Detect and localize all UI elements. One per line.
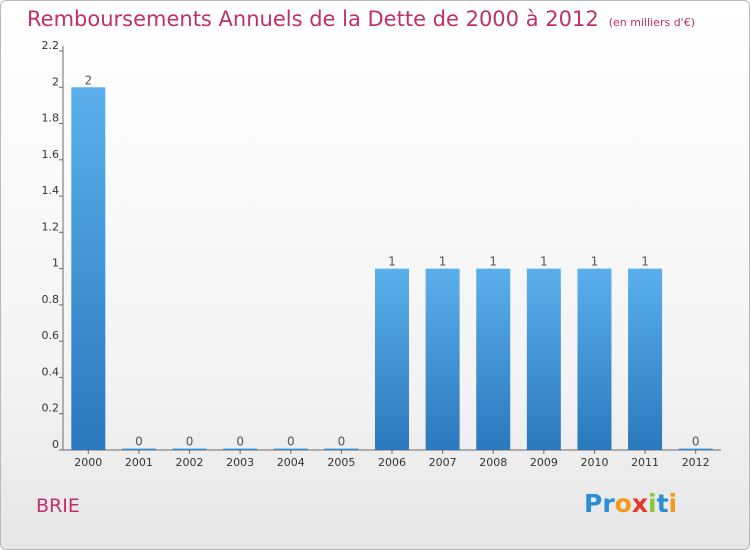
x-tick-label-2009: 2009 bbox=[530, 456, 558, 469]
y-tick-label: 1 bbox=[52, 257, 59, 270]
bar-2011 bbox=[628, 268, 663, 450]
data-label-2004: 0 bbox=[287, 435, 295, 449]
bar-2001 bbox=[121, 448, 156, 450]
data-label-2010: 1 bbox=[591, 255, 599, 269]
commune-name: BRIE bbox=[36, 495, 80, 517]
y-tick-label: 0 bbox=[52, 438, 59, 451]
data-label-2012: 0 bbox=[692, 435, 700, 449]
y-tick-label: 1.8 bbox=[42, 112, 60, 125]
x-tick-label-2000: 2000 bbox=[74, 456, 102, 469]
y-tick-label: 0.8 bbox=[42, 293, 60, 306]
bar-2006 bbox=[375, 268, 409, 450]
y-tick-label: 0.6 bbox=[42, 329, 60, 342]
logo-letter: x bbox=[631, 489, 648, 518]
x-tick-label-2001: 2001 bbox=[125, 456, 153, 469]
bar-2004 bbox=[273, 448, 308, 450]
y-tick-label: 1.4 bbox=[42, 184, 60, 197]
x-tick-label-2008: 2008 bbox=[479, 456, 507, 469]
x-tick-label-2010: 2010 bbox=[580, 456, 608, 469]
y-tick-label: 2.2 bbox=[42, 39, 60, 52]
chart-bars bbox=[71, 87, 713, 450]
data-label-2008: 1 bbox=[489, 255, 497, 269]
logo-letter: o bbox=[614, 489, 632, 518]
data-label-2003: 0 bbox=[236, 435, 244, 449]
y-tick-label: 1.2 bbox=[42, 220, 60, 233]
y-tick-label: 2 bbox=[52, 75, 59, 88]
chart-unit: (en milliers d'€) bbox=[608, 16, 695, 29]
chart-title-text: Remboursements Annuels de la Dette de 20… bbox=[27, 7, 599, 31]
data-label-2005: 0 bbox=[338, 435, 346, 449]
bar-2007 bbox=[425, 268, 460, 450]
x-tick-label-2007: 2007 bbox=[429, 456, 457, 469]
bar-2005 bbox=[324, 448, 359, 450]
x-tick-label-2002: 2002 bbox=[176, 456, 204, 469]
bar-2009 bbox=[526, 268, 561, 450]
x-tick-label-2006: 2006 bbox=[378, 456, 406, 469]
bar-2012 bbox=[678, 448, 713, 450]
x-tick-label-2011: 2011 bbox=[631, 456, 659, 469]
logo-letter: r bbox=[602, 489, 615, 518]
data-label-2001: 0 bbox=[135, 435, 143, 449]
x-tick-label-2004: 2004 bbox=[277, 456, 305, 469]
logo-letter: P bbox=[584, 489, 603, 518]
logo-letter: i bbox=[668, 489, 678, 518]
x-tick-label-2012: 2012 bbox=[682, 456, 710, 469]
logo-letter: t bbox=[656, 489, 669, 518]
data-label-2007: 1 bbox=[439, 255, 447, 269]
bar-2002 bbox=[172, 448, 207, 450]
data-label-2002: 0 bbox=[186, 435, 194, 449]
logo-letter: i bbox=[648, 489, 657, 518]
proxiti-logo: Proxiti bbox=[584, 489, 677, 518]
bar-2008 bbox=[476, 268, 511, 450]
bar-2000 bbox=[71, 87, 106, 450]
x-tick-label-2003: 2003 bbox=[226, 456, 254, 469]
data-label-2006: 1 bbox=[388, 255, 396, 269]
data-label-2009: 1 bbox=[540, 255, 548, 269]
data-label-2011: 1 bbox=[641, 255, 649, 269]
x-tick-label-2005: 2005 bbox=[327, 456, 355, 469]
data-label-2000: 2 bbox=[84, 73, 92, 87]
chart-data-labels: 2 0 0 0 0 0 1 1 1 1 1 1 0 bbox=[84, 73, 699, 448]
bar-2003 bbox=[223, 448, 258, 450]
bar-2010 bbox=[577, 268, 612, 450]
y-tick-label: 0.2 bbox=[42, 402, 60, 415]
chart-title: Remboursements Annuels de la Dette de 20… bbox=[27, 7, 695, 31]
y-tick-label: 1.6 bbox=[42, 148, 60, 161]
y-tick-label: 0.4 bbox=[42, 365, 60, 378]
